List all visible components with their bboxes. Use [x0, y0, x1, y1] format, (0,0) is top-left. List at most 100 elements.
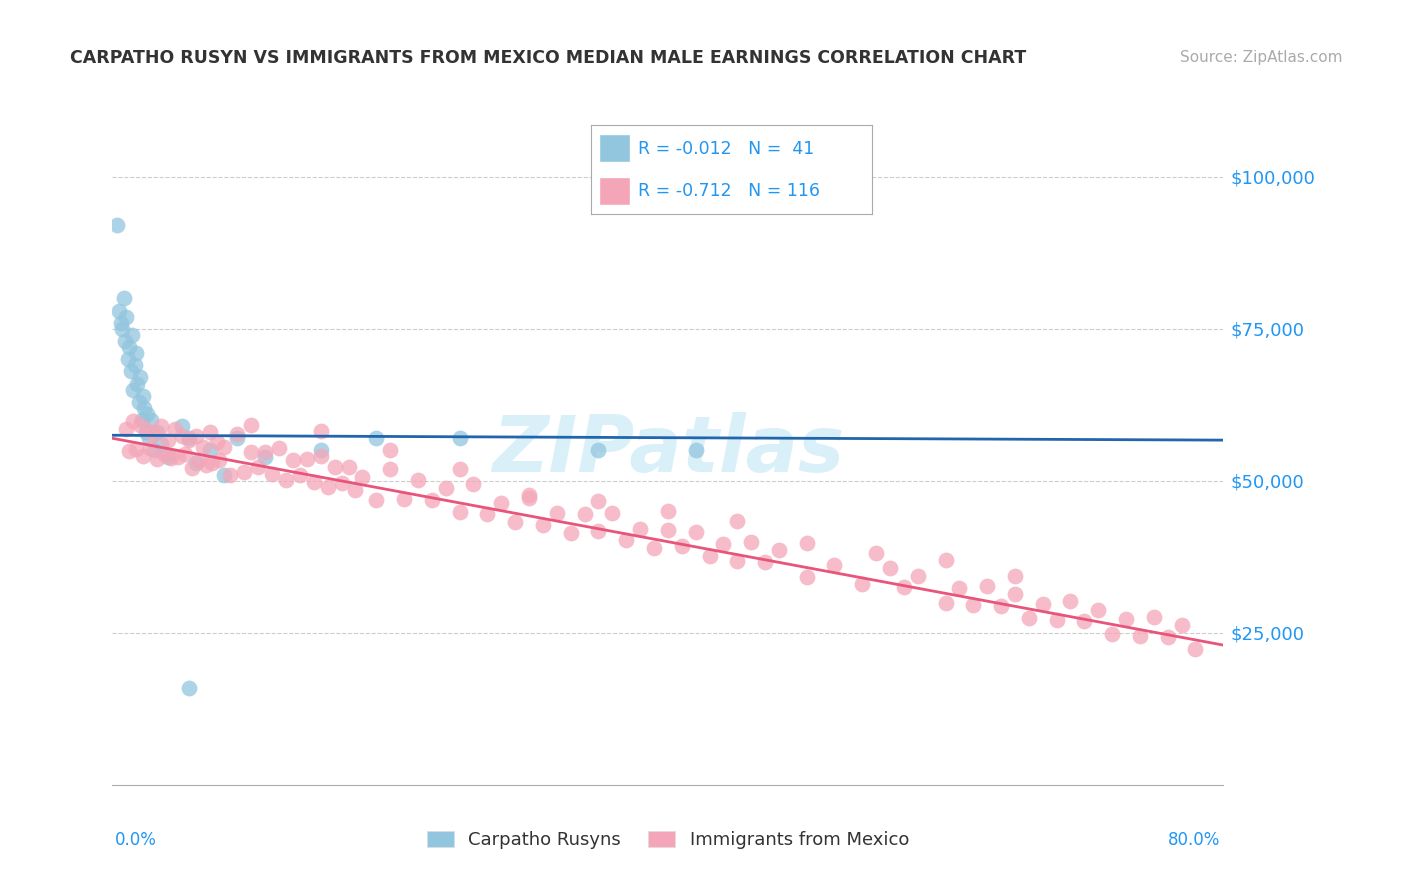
Point [768, 543, 790, 558]
Point [125, 442, 148, 456]
Point [177, 431, 200, 445]
Point [449, 505, 471, 519]
Point [240, 417, 263, 432]
Text: 80.0%: 80.0% [1168, 831, 1220, 849]
Point [115, 422, 138, 436]
Point [1032, 597, 1054, 611]
Point [194, 458, 217, 472]
Point [1004, 587, 1026, 601]
Point [141, 413, 163, 427]
Point [201, 456, 224, 470]
Point [602, 506, 624, 520]
Point [177, 681, 200, 695]
Point [309, 425, 332, 439]
Point [685, 443, 707, 458]
Point [120, 364, 142, 378]
Point [177, 434, 200, 448]
Point [208, 453, 231, 467]
Point [560, 525, 582, 540]
Point [976, 579, 998, 593]
Point [150, 437, 173, 451]
Point [247, 460, 270, 475]
Point [685, 524, 707, 539]
Point [628, 522, 651, 536]
Point [657, 504, 679, 518]
Point [323, 460, 346, 475]
Point [198, 425, 221, 439]
Point [127, 376, 149, 391]
Point [1129, 629, 1152, 643]
Point [267, 441, 291, 455]
Point [477, 507, 499, 521]
Point [517, 487, 540, 501]
Point [184, 456, 207, 470]
Point [948, 581, 970, 595]
Point [865, 546, 887, 560]
Point [166, 450, 188, 464]
Point [132, 389, 155, 403]
Point [531, 517, 554, 532]
Point [449, 431, 471, 445]
Point [713, 537, 735, 551]
Point [352, 470, 374, 484]
Point [366, 431, 388, 445]
Point [163, 422, 186, 436]
Point [131, 413, 153, 427]
Bar [599, 177, 630, 205]
Point [122, 414, 145, 428]
Point [309, 443, 332, 458]
Point [274, 473, 297, 487]
Point [1170, 618, 1192, 632]
Point [740, 535, 762, 549]
Point [1004, 569, 1026, 583]
Point [159, 451, 181, 466]
Point [588, 443, 610, 458]
Point [1157, 630, 1180, 644]
Point [316, 481, 339, 495]
Point [366, 492, 388, 507]
Point [115, 310, 138, 324]
Point [110, 316, 132, 330]
Point [574, 507, 596, 521]
Point [233, 465, 256, 479]
Point [153, 447, 176, 461]
Point [935, 553, 957, 567]
Point [1143, 610, 1166, 624]
Point [962, 598, 984, 612]
Point [187, 453, 209, 467]
Bar [599, 134, 630, 162]
Point [1115, 612, 1137, 626]
Point [330, 475, 353, 490]
Point [108, 303, 131, 318]
Point [170, 429, 193, 443]
Text: R = -0.012   N =  41: R = -0.012 N = 41 [638, 140, 814, 158]
Point [725, 554, 748, 568]
Point [212, 467, 235, 482]
Point [657, 523, 679, 537]
Point [226, 427, 249, 442]
Point [112, 292, 135, 306]
Point [124, 359, 146, 373]
Point [143, 426, 166, 441]
Point [643, 541, 665, 556]
Point [309, 449, 332, 463]
Point [796, 569, 818, 583]
Point [105, 219, 128, 233]
Point [180, 461, 202, 475]
Point [851, 577, 873, 591]
Point [121, 327, 143, 342]
Point [114, 334, 136, 348]
Point [184, 428, 207, 442]
Point [302, 475, 325, 489]
Point [205, 435, 228, 450]
Point [143, 443, 166, 458]
Point [295, 452, 318, 467]
Point [588, 494, 610, 508]
Point [212, 440, 235, 454]
Point [1101, 626, 1123, 640]
Point [129, 370, 152, 384]
Point [288, 468, 311, 483]
Point [546, 506, 568, 520]
Point [990, 599, 1012, 613]
Point [132, 449, 155, 463]
